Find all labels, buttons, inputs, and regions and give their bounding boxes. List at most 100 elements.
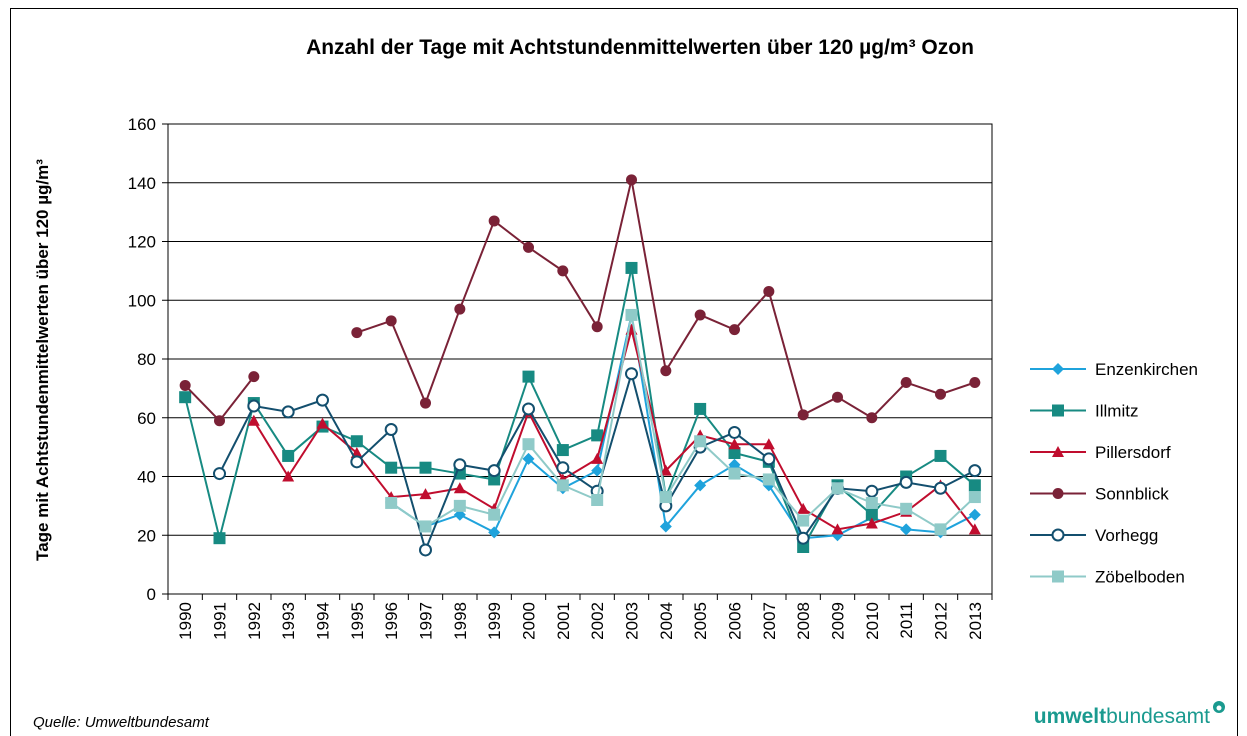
marker: [728, 447, 741, 459]
marker: [453, 482, 466, 494]
marker: [900, 502, 913, 515]
y-tick-label: 120: [128, 233, 156, 252]
legend-label: Pillersdorf: [1095, 443, 1171, 462]
marker: [694, 309, 706, 321]
marker: [694, 435, 707, 448]
marker: [350, 455, 364, 469]
marker: [935, 388, 946, 400]
marker: [487, 464, 501, 478]
marker: [865, 484, 879, 498]
marker: [557, 265, 569, 277]
logo: umweltbundesamt: [1034, 705, 1210, 728]
marker: [214, 415, 225, 427]
x-tick-label: 2003: [623, 602, 642, 640]
marker: [385, 496, 398, 509]
x-tick-label: 2002: [588, 602, 607, 640]
x-tick-label: 1991: [211, 602, 230, 640]
marker: [556, 444, 569, 457]
marker: [384, 423, 398, 436]
source: Quelle: Umweltbundesamt: [33, 714, 210, 731]
marker: [763, 285, 775, 297]
marker: [899, 475, 913, 489]
x-tick-label: 2010: [863, 602, 882, 640]
marker: [968, 508, 981, 521]
marker: [797, 514, 810, 527]
legend-marker: [1052, 446, 1064, 457]
x-tick-label: 2000: [520, 602, 539, 640]
y-tick-label: 40: [137, 468, 156, 487]
marker: [659, 491, 672, 504]
marker: [694, 479, 707, 492]
y-tick-label: 20: [137, 526, 156, 545]
marker: [865, 508, 878, 521]
x-tick-label: 1993: [279, 602, 298, 640]
marker: [934, 523, 947, 536]
x-tick-label: 1997: [417, 602, 436, 640]
marker: [762, 452, 776, 466]
marker: [626, 174, 637, 186]
marker: [385, 315, 397, 327]
marker: [591, 494, 604, 506]
x-tick-label: 2007: [760, 602, 779, 640]
y-tick-label: 0: [147, 585, 156, 604]
y-tick-label: 60: [137, 409, 156, 428]
marker: [350, 435, 363, 448]
marker: [660, 365, 672, 377]
marker: [488, 508, 501, 521]
frame: [10, 8, 1238, 736]
marker: [316, 417, 329, 429]
x-tick-label: 1998: [451, 602, 470, 640]
marker: [282, 449, 295, 462]
x-tick-label: 2011: [897, 602, 916, 639]
marker: [385, 461, 398, 474]
marker: [831, 482, 844, 495]
marker: [796, 531, 810, 545]
x-tick-label: 2009: [829, 602, 848, 640]
marker: [625, 261, 638, 274]
marker: [625, 308, 638, 321]
marker: [728, 438, 741, 450]
marker: [523, 241, 534, 253]
x-tick-label: 2006: [726, 602, 745, 640]
marker: [488, 473, 501, 486]
legend-marker: [1051, 528, 1065, 542]
marker: [419, 543, 432, 557]
marker: [934, 481, 947, 495]
marker: [659, 520, 672, 533]
legend-label: Enzenkirchen: [1095, 360, 1198, 379]
legend-label: Illmitz: [1095, 402, 1138, 421]
marker: [728, 467, 741, 480]
marker: [522, 452, 535, 465]
logo-bold: umwelt: [1034, 705, 1106, 728]
marker: [556, 479, 569, 492]
legend-marker: [1052, 570, 1064, 583]
legend-label: Sonnblick: [1095, 485, 1169, 504]
marker: [625, 367, 638, 381]
marker: [419, 461, 432, 474]
marker: [281, 405, 295, 419]
marker: [934, 449, 947, 462]
marker: [900, 377, 912, 388]
y-axis-label: Tage mit Achtstundenmittelwerten über 12…: [33, 159, 52, 561]
marker: [522, 402, 535, 416]
marker: [865, 517, 878, 529]
marker: [351, 327, 363, 339]
marker: [488, 526, 501, 539]
marker: [247, 399, 261, 413]
marker: [694, 402, 707, 415]
marker: [797, 409, 809, 421]
marker: [797, 541, 810, 553]
x-tick-label: 2004: [657, 602, 676, 640]
x-tick-label: 2001: [554, 602, 573, 640]
legend-marker: [1052, 363, 1064, 375]
x-tick-label: 1999: [485, 602, 504, 640]
legend-label: Vorhegg: [1095, 526, 1158, 545]
marker: [968, 491, 981, 504]
marker: [659, 464, 672, 476]
y-tick-label: 100: [128, 291, 156, 310]
x-tick-label: 1994: [314, 602, 333, 640]
legend-label: Zöbelboden: [1095, 568, 1185, 587]
marker: [969, 377, 981, 388]
marker: [900, 523, 913, 536]
marker: [213, 467, 226, 481]
